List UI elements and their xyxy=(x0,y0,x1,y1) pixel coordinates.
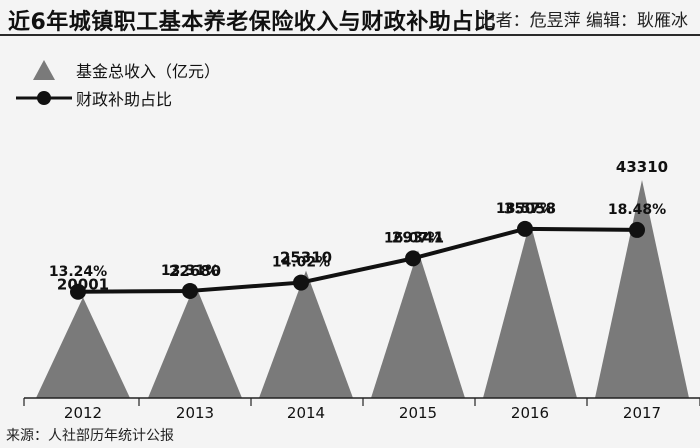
triangle-icon xyxy=(14,58,74,82)
subsidy-point-2017 xyxy=(629,221,645,238)
triangle-bar-2013 xyxy=(148,283,242,398)
legend-item-subsidy: 财政补助占比 xyxy=(14,84,220,112)
subsidy-value-label-2012: 13.24% xyxy=(49,264,107,280)
bar-value-label-2014: 25310 xyxy=(280,249,332,267)
triangle-series xyxy=(36,180,689,398)
bar-value-label-2017: 43310 xyxy=(616,158,668,176)
x-tick-label-2013: 2013 xyxy=(176,404,214,422)
subsidy-value-label-2014: 14.02% xyxy=(272,255,330,271)
data-labels: 20001 22680 25310 29341 35058 43310 13.24% 13.3… xyxy=(49,158,668,293)
source-note: 来源：人社部历年统计公报 xyxy=(6,428,174,444)
line-dot-icon xyxy=(14,86,74,110)
subsidy-value-label-2016: 18.57% xyxy=(496,201,554,217)
triangle-bar-2015 xyxy=(371,250,465,398)
triangle-bar-2012 xyxy=(36,297,130,398)
bar-value-label-2013: 22680 xyxy=(169,262,221,280)
x-tick-label-2015: 2015 xyxy=(399,404,437,422)
subsidy-value-label-2015: 16.07% xyxy=(384,230,442,246)
subsidy-line xyxy=(77,226,638,294)
legend-item-income: 基金总收入（亿元） xyxy=(14,56,220,84)
subsidy-line-series xyxy=(70,220,645,300)
subsidy-value-label-2013: 13.31% xyxy=(161,263,219,279)
legend-label-income: 基金总收入（亿元） xyxy=(76,62,221,81)
legend: 基金总收入（亿元） 财政补助占比 xyxy=(14,56,220,112)
x-tick-label-2017: 2017 xyxy=(623,404,661,422)
bar-value-label-2015: 29341 xyxy=(392,228,444,246)
triangle-bar-2017 xyxy=(595,180,689,398)
subsidy-point-2014 xyxy=(293,274,309,291)
x-tick-label-2012: 2012 xyxy=(64,404,102,422)
triangle-bar-2014 xyxy=(259,270,353,398)
subsidy-point-2016 xyxy=(517,220,533,237)
bar-value-label-2016: 35058 xyxy=(504,200,556,218)
subsidy-value-label-2017: 18.48% xyxy=(608,202,666,218)
x-axis: 2012 2013 2014 2015 2016 2017 xyxy=(23,397,700,422)
chart-title: 近6年城镇职工基本养老保险收入与财政补助占比 xyxy=(8,10,497,35)
subsidy-point-2012 xyxy=(70,283,86,300)
x-tick-label-2014: 2014 xyxy=(287,404,325,422)
subsidy-point-2015 xyxy=(405,250,421,267)
credit-line: 记者：危昱萍 编辑：耿雁冰 xyxy=(478,11,688,31)
title-divider xyxy=(0,34,700,36)
bar-value-label-2012: 20001 xyxy=(57,275,109,293)
x-tick-label-2016: 2016 xyxy=(511,404,549,422)
subsidy-point-2013 xyxy=(182,282,198,299)
legend-label-subsidy: 财政补助占比 xyxy=(76,90,173,109)
triangle-bar-2016 xyxy=(483,221,577,398)
